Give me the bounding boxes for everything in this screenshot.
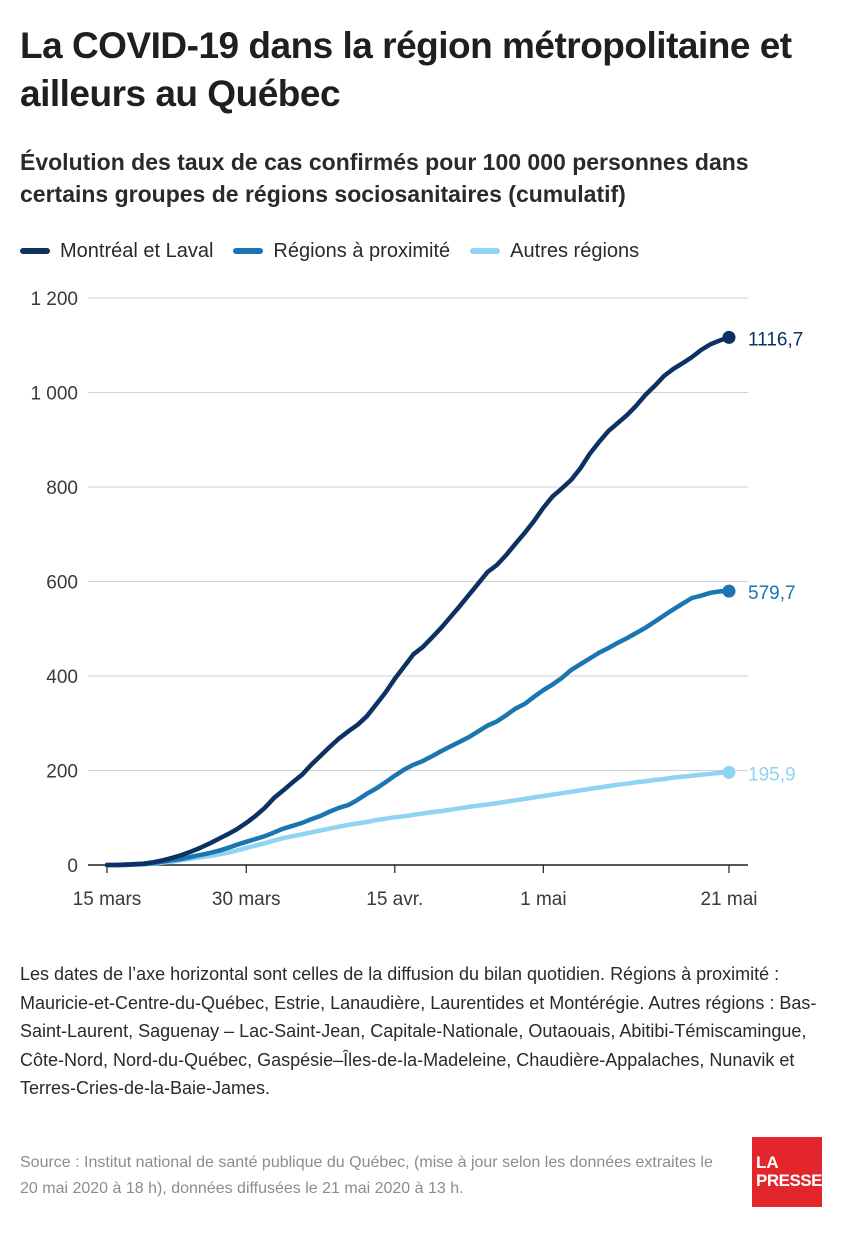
logo-line-2: PRESSE [756,1171,822,1190]
end-value-label: 1116,7 [748,329,803,350]
source-note: Source : Institut national de santé publ… [20,1154,713,1197]
y-tick-label: 1 000 [30,384,78,405]
x-tick-label: 30 mars [212,889,281,910]
y-tick-label: 800 [46,478,78,499]
legend-swatch-autres-regions [470,248,501,254]
series-line-2 [104,770,732,868]
legend-item-autres-regions: Autres régions [470,240,639,263]
x-tick-label: 1 mai [520,889,566,910]
line-chart: 0 200 400 600 800 1 000 1 200 15 mars 30 mars 15 … [30,289,803,910]
x-tick-label: 21 mai [700,889,757,910]
end-point-0 [722,330,736,344]
end-point-2 [722,765,736,779]
y-tick-label: 600 [46,573,78,594]
y-tick-label: 200 [46,762,78,783]
legend-label-autres-regions: Autres régions [510,239,640,262]
end-point-1 [722,584,736,598]
chart-note: Les dates de l’axe horizontal sont celle… [20,964,817,1098]
x-tick-label: 15 avr. [366,889,423,910]
y-tick-label: 400 [46,667,78,688]
legend-swatch-regions-proximite [233,248,264,254]
series-line-0 [104,335,732,868]
series-line-1 [104,588,732,868]
chart-title: La COVID-19 dans la région métropolitain… [20,25,792,114]
x-tick-label: 15 mars [73,889,142,910]
legend-swatch-montreal-laval [20,248,50,254]
legend-item-regions-proximite: Régions à proximité [233,240,450,263]
legend-item-montreal-laval: Montréal et Laval [20,240,213,263]
legend-label-regions-proximite: Régions à proximité [273,239,451,262]
y-tick-label: 0 [67,856,78,877]
end-value-label: 579,7 [748,583,796,604]
legend-label-montreal-laval: Montréal et Laval [60,239,214,262]
chart-subtitle: Évolution des taux de cas confirmés pour… [20,149,749,207]
end-value-label: 195,9 [748,764,796,785]
la-presse-logo: LA PRESSE [752,1137,822,1207]
y-tick-label: 1 200 [30,289,78,310]
legend: Montréal et Laval Régions à proximité Au… [20,236,659,266]
logo-line-1: LA [756,1153,779,1172]
